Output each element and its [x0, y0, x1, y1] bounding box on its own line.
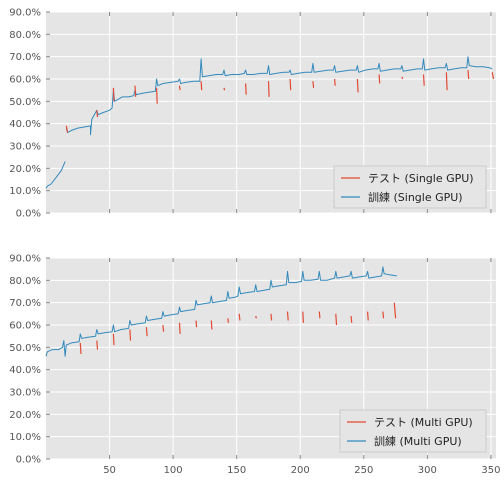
test-line-segment	[145, 327, 148, 337]
test-line-segment	[401, 76, 404, 80]
test-line-segment	[270, 313, 273, 321]
train-line-segment	[45, 161, 66, 189]
test-line-segment	[178, 85, 181, 91]
test-line-segment	[312, 81, 315, 88]
test-line-segment	[467, 70, 470, 80]
test-line-segment	[134, 85, 137, 97]
y-tick-label: 70.0%	[9, 298, 41, 309]
y-tick-label: 10.0%	[9, 186, 41, 197]
x-tick-label: 50	[103, 465, 116, 476]
train-series	[45, 56, 493, 189]
test-line-segment	[255, 315, 257, 319]
test-line-segment	[96, 340, 99, 350]
legend-box	[339, 409, 487, 453]
y-tick-label: 60.0%	[9, 321, 41, 332]
test-line-segment	[200, 81, 203, 91]
y-tick-label: 40.0%	[9, 119, 41, 130]
test-line-segment	[129, 329, 132, 341]
test-line-segment	[491, 72, 495, 80]
test-line-segment	[445, 72, 448, 91]
y-tick-label: 90.0%	[9, 8, 41, 19]
x-tick-label: 250	[354, 465, 373, 476]
train-line-segment	[65, 56, 493, 136]
legend-test-label: テスト (Multi GPU)	[374, 416, 473, 429]
test-line-segment	[267, 81, 270, 97]
test-line-segment	[112, 333, 115, 346]
test-line-segment	[302, 311, 304, 323]
test-line-segment	[227, 318, 229, 323]
test-series	[65, 70, 495, 133]
test-line-segment	[178, 322, 181, 334]
test-line-segment	[245, 83, 247, 95]
legend: テスト (Multi GPU) 訓練 (Multi GPU)	[339, 409, 487, 453]
test-line-segment	[318, 311, 321, 319]
y-tick-label: 90.0%	[9, 254, 41, 265]
test-line-segment	[378, 74, 381, 84]
y-tick-label: 50.0%	[9, 343, 41, 354]
test-line-segment	[393, 302, 397, 319]
legend-test-label: テスト (Single GPU)	[368, 172, 474, 185]
y-tick-label: 0.0%	[16, 209, 41, 220]
legend-box	[333, 165, 487, 209]
train-series	[45, 266, 397, 357]
y-tick-label: 30.0%	[9, 142, 41, 153]
test-line-segment	[238, 313, 241, 321]
test-line-segment	[382, 311, 385, 319]
single-gpu-chart: 0.0% 10.0% 20.0% 30.0% 40.0% 50.0% 60.0% 70.0% 8…	[9, 8, 496, 220]
test-line-segment	[79, 342, 82, 355]
y-tick-label: 20.0%	[9, 410, 41, 421]
train-line-segment	[45, 266, 397, 357]
y-tick-label: 40.0%	[9, 365, 41, 376]
test-line-segment	[195, 320, 198, 328]
x-tick-label: 200	[291, 465, 310, 476]
test-series	[79, 302, 397, 355]
test-line-segment	[96, 110, 99, 118]
y-tick-label: 50.0%	[9, 97, 41, 108]
y-tick-label: 70.0%	[9, 52, 41, 63]
y-tick-label: 10.0%	[9, 432, 41, 443]
test-line-segment	[289, 78, 292, 91]
test-line-segment	[335, 313, 338, 326]
test-line-segment	[112, 87, 115, 102]
test-line-segment	[350, 316, 353, 323]
test-line-segment	[156, 87, 158, 104]
test-line-segment	[334, 78, 336, 86]
x-tick-label: 350	[481, 465, 500, 476]
x-tick-label: 150	[227, 465, 246, 476]
y-tick-label: 80.0%	[9, 30, 41, 41]
y-tick-label: 60.0%	[9, 75, 41, 86]
test-line-segment	[286, 311, 289, 321]
x-tick-label: 300	[418, 465, 437, 476]
test-line-segment	[162, 324, 165, 332]
y-tick-label: 80.0%	[9, 276, 41, 287]
test-line-segment	[356, 78, 359, 93]
legend: テスト (Single GPU) 訓練 (Single GPU)	[333, 165, 487, 209]
test-line-segment	[65, 125, 69, 133]
test-line-segment	[367, 311, 369, 321]
test-line-segment	[223, 87, 226, 91]
test-line-segment	[422, 74, 425, 86]
x-tick-label: 100	[164, 465, 183, 476]
y-tick-label: 30.0%	[9, 388, 41, 399]
y-tick-label: 0.0%	[16, 455, 41, 466]
legend-train-label: 訓練 (Single GPU)	[368, 190, 463, 204]
y-tick-label: 20.0%	[9, 164, 41, 175]
test-line-segment	[210, 320, 213, 330]
multi-gpu-chart: 0.0% 10.0% 20.0% 30.0% 40.0% 50.0% 60.0% 70.0% 8…	[9, 254, 500, 477]
legend-train-label: 訓練 (Multi GPU)	[374, 434, 462, 448]
